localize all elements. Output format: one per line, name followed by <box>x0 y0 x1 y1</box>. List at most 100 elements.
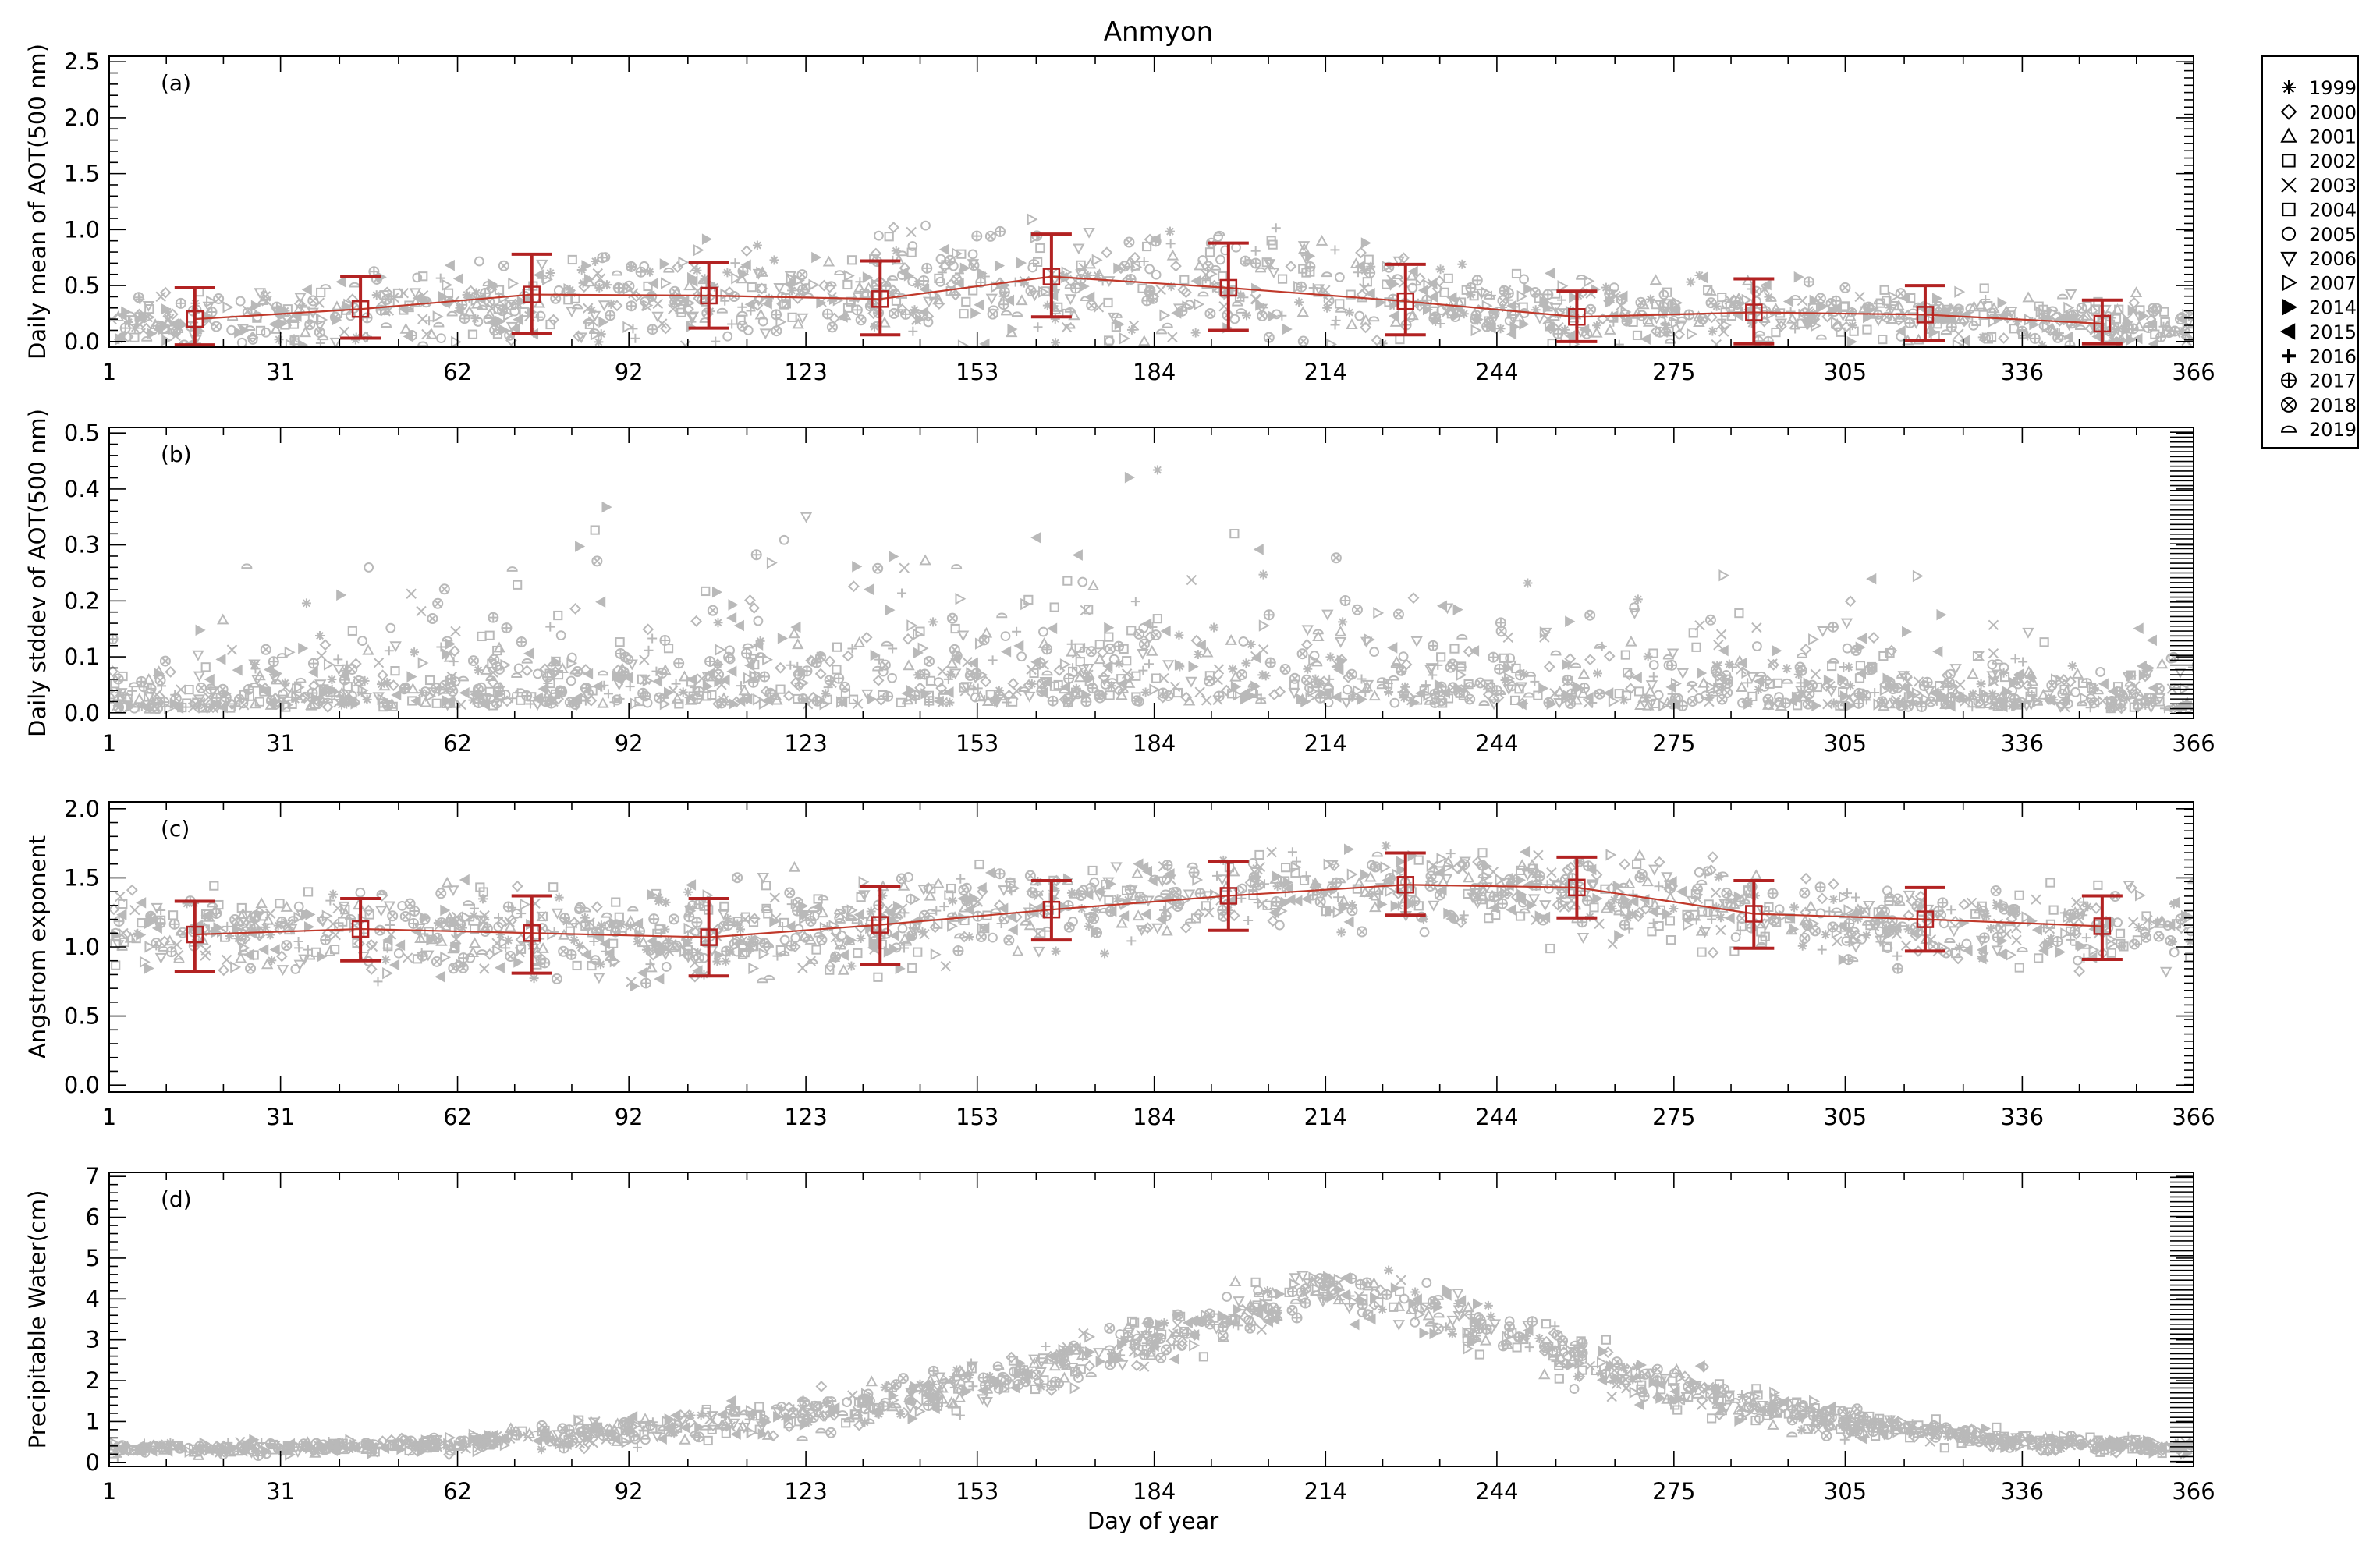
panel-c-point <box>365 963 378 975</box>
panel-b-point <box>410 647 420 658</box>
panel-a-point <box>1660 318 1670 328</box>
panel-b-point <box>615 693 625 704</box>
panel-a-point <box>656 318 668 329</box>
panel-a-point <box>1360 237 1371 249</box>
panel-c-point <box>235 938 247 950</box>
panel-b-point <box>702 680 713 693</box>
panel-c-point <box>1409 895 1421 907</box>
panel-b-point <box>232 664 243 676</box>
panel-c-point <box>633 937 643 947</box>
panel-c-point <box>1253 879 1264 891</box>
panel-c-point <box>1691 883 1703 895</box>
panel-a-point <box>1544 268 1555 279</box>
panel-c-point <box>788 860 801 872</box>
panel-c-point <box>1683 918 1694 931</box>
panel-b-point <box>549 665 562 678</box>
panel-b-point <box>1325 674 1335 684</box>
panel-c-point <box>1838 954 1849 966</box>
panel-b-y-tick-label: 0.5 <box>64 420 100 446</box>
panel-c-point <box>889 930 899 941</box>
panel-c-point <box>1192 908 1204 920</box>
panel-a-point <box>1101 246 1113 259</box>
panel-b-point <box>733 619 744 632</box>
panel-a-point <box>968 260 980 271</box>
panel-c-point <box>1661 872 1673 884</box>
panel-b-point <box>735 695 746 707</box>
panel-c-point <box>1970 909 1981 919</box>
panel-a-point <box>1604 288 1616 300</box>
panel-a-point <box>1980 332 1992 344</box>
panel-a-point <box>1863 311 1874 324</box>
panel-a-point <box>1350 257 1363 268</box>
panel-b-point <box>442 636 453 642</box>
panel-c-point <box>2081 933 2091 943</box>
panel-c-point <box>424 927 434 937</box>
panel-c-point <box>1459 856 1471 868</box>
panel-a-x-tick-label: 244 <box>1475 359 1518 385</box>
panel-b-point <box>1368 690 1381 701</box>
panel-b-point <box>272 668 283 679</box>
panel-a-point <box>2047 306 2059 312</box>
panel-a-point <box>535 310 546 321</box>
panel-c-point <box>1519 908 1531 914</box>
panel-b-point <box>945 669 956 679</box>
panel-b-point <box>1441 603 1454 615</box>
panel-a-point <box>1815 334 1827 340</box>
panel-a-point <box>134 323 147 335</box>
panel-a-point <box>1591 283 1601 296</box>
panel-b-point <box>1976 679 1986 689</box>
panel-c-point <box>1024 870 1036 881</box>
panel-c-point <box>1760 931 1770 941</box>
panel-b-point <box>1964 694 1974 704</box>
panel-c-point <box>990 908 1002 914</box>
panel-c-point <box>1436 853 1448 865</box>
panel-c-point <box>1894 900 1906 906</box>
panel-b-point <box>1314 679 1324 690</box>
panel-c-point <box>426 934 437 946</box>
panel-c-point <box>1587 879 1599 891</box>
panel-b-point <box>1762 693 1774 705</box>
panel-a-point <box>1334 271 1345 282</box>
panel-c-point <box>1978 932 1990 944</box>
panel-b-point <box>1020 597 1032 611</box>
panel-b-point <box>1658 699 1669 712</box>
panel-b-point <box>842 650 854 662</box>
panel-a-point <box>545 268 555 278</box>
panel-b-point <box>903 659 915 671</box>
panel-a-point <box>868 254 879 264</box>
panel-a-point <box>1846 335 1857 347</box>
panel-c-point <box>608 925 622 937</box>
panel-a-point <box>1397 252 1410 264</box>
panel-c-point <box>958 901 971 913</box>
panel-c-point <box>537 942 549 953</box>
panel-c-point <box>514 946 525 958</box>
panel-b-point <box>442 648 452 660</box>
panel-a-point <box>1658 289 1669 300</box>
panel-b-point <box>637 674 647 684</box>
panel-c-point <box>2080 943 2092 949</box>
panel-b-point <box>495 682 505 692</box>
panel-b-point <box>1768 658 1779 671</box>
panel-b-point <box>881 640 892 647</box>
panel-c-point <box>929 921 942 934</box>
panel-b-point <box>145 682 157 694</box>
panel-c-point <box>811 945 821 955</box>
panel-c-point <box>475 915 488 927</box>
panel-c-y-tick-label: 1.0 <box>64 934 100 960</box>
panel-b-point <box>1499 653 1509 663</box>
panel-a-point <box>588 310 601 322</box>
panel-a-point <box>1940 329 1952 335</box>
panel-b-point <box>295 677 307 683</box>
panel-c-point <box>1799 932 1811 944</box>
panel-c-point <box>2128 916 2139 928</box>
panel-c-point <box>1641 875 1654 887</box>
panel-b-point <box>1474 677 1486 689</box>
panel-c-point <box>930 948 942 961</box>
panel-b-point <box>935 682 948 694</box>
panel-c-point <box>501 943 511 953</box>
panel-c-point <box>1201 891 1215 902</box>
panel-b-point <box>1390 655 1403 667</box>
panel-c-point <box>1325 905 1335 917</box>
panel-a-point <box>1417 284 1428 296</box>
panel-c-point <box>1140 926 1151 932</box>
